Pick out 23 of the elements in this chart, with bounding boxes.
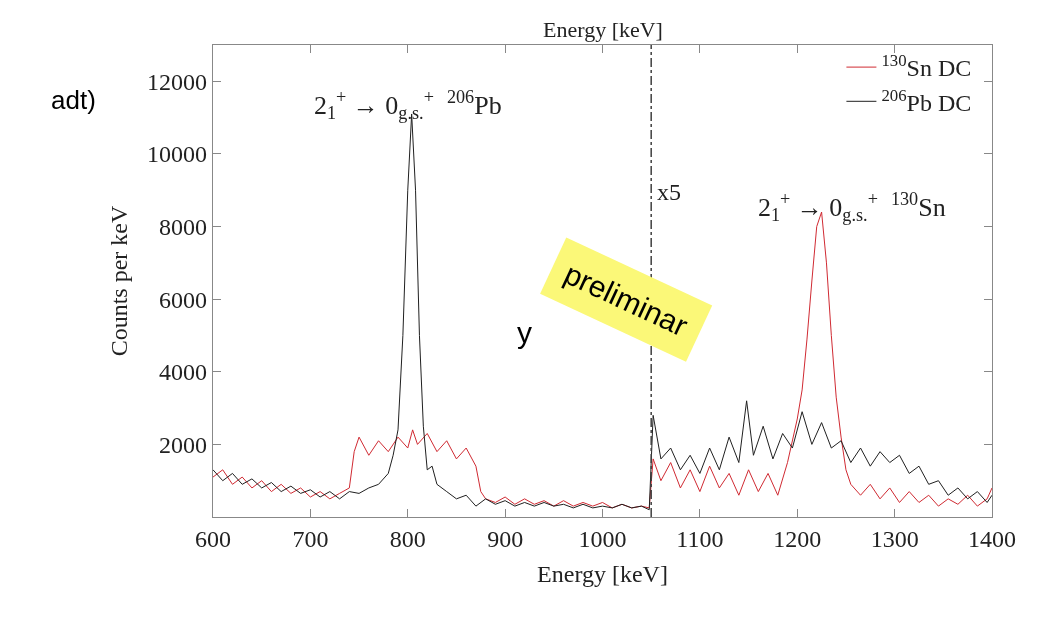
x-axis-title: Energy [keV] [537, 561, 668, 588]
x-tick-label: 1200 [773, 525, 822, 552]
x-tick-label: 900 [487, 525, 524, 552]
x-tick-label: 600 [195, 525, 231, 552]
legend-label: $^{206}$Pb DC [881, 85, 972, 116]
y-tick-label: 8000 [159, 213, 208, 240]
x-tick-label: 700 [292, 525, 329, 552]
x-tick-label: 1100 [676, 525, 724, 552]
y-tick-label: 4000 [159, 359, 208, 386]
x-tick-label: 1000 [578, 525, 627, 552]
legend-label: $^{130}$Sn DC [881, 51, 972, 82]
x-tick-label: 800 [389, 525, 426, 552]
y-axis-title: Counts per keV [106, 205, 133, 357]
annotation: y [517, 316, 532, 349]
x-tick-label: 1400 [968, 525, 1016, 552]
text: adt) [51, 85, 96, 115]
ref-line-label: x5 [657, 179, 681, 205]
y-tick-label: 10000 [147, 141, 208, 168]
x2-axis-title: Energy [keV] [543, 17, 663, 42]
y-tick-label: 2000 [159, 431, 208, 458]
x-tick-label: 1300 [870, 525, 919, 552]
y-tick-label: 12000 [147, 68, 208, 95]
y-tick-label: 6000 [159, 286, 208, 313]
